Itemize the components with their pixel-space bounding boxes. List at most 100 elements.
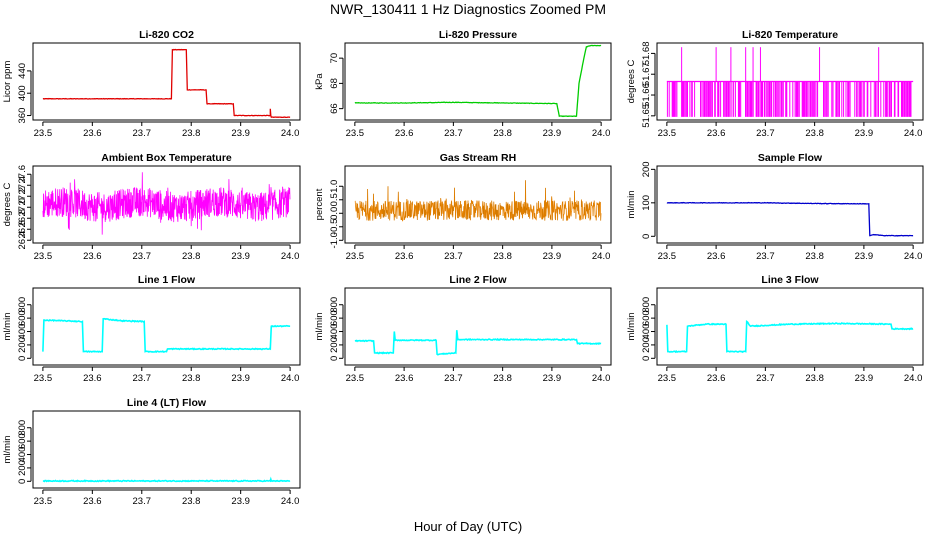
y-tick-label: 68 xyxy=(329,78,340,89)
x-tick-label: 23.6 xyxy=(707,251,726,262)
plot-frame xyxy=(32,287,301,366)
x-tick-label: 23.5 xyxy=(34,251,53,262)
y-axis-label: ml/min xyxy=(2,313,13,341)
series-line xyxy=(666,319,914,354)
x-tick-label: 24.0 xyxy=(281,373,300,384)
y-tick-label: 800 xyxy=(17,297,28,313)
x-tick-label: 23.5 xyxy=(658,251,677,262)
x-tick-label: 23.9 xyxy=(543,373,562,384)
x-tick-label: 23.9 xyxy=(231,128,250,139)
y-tick-label: 1.0 xyxy=(329,180,340,193)
x-tick-label: 23.7 xyxy=(756,251,775,262)
y-tick-label: 51.66 xyxy=(641,83,652,107)
x-tick-label: 23.6 xyxy=(707,373,726,384)
chart-panel-7: Line 1 Flow 23.5 23.6 23.7 23.8 23.9 24.0 0 2004… xyxy=(2,274,301,384)
y-tick-label: 66 xyxy=(329,103,340,114)
plot-frame xyxy=(32,410,301,489)
x-tick-label: 23.8 xyxy=(182,128,201,139)
y-tick-label: 400 xyxy=(329,324,340,340)
x-tick-label: 23.9 xyxy=(543,128,562,139)
y-tick-label: 400 xyxy=(17,447,28,463)
x-tick-label: 23.8 xyxy=(493,251,512,262)
x-tick-label: 24.0 xyxy=(281,251,300,262)
y-tick-label: 0 xyxy=(641,356,652,361)
x-tick-label: 23.7 xyxy=(133,373,152,384)
x-tick-label: 24.0 xyxy=(592,373,611,384)
y-axis-label: percent xyxy=(314,188,325,220)
x-tick-label: 23.8 xyxy=(805,128,824,139)
plot-frame xyxy=(344,165,612,244)
y-axis-label: Licor ppm xyxy=(2,61,13,103)
y-tick-label: 51.67 xyxy=(641,62,652,86)
y-tick-label: 600 xyxy=(17,433,28,449)
y-axis-label: ml/min xyxy=(626,191,637,219)
x-tick-label: 24.0 xyxy=(281,496,300,507)
y-tick-label: 27.2 xyxy=(17,187,28,206)
x-tick-label: 23.6 xyxy=(83,251,102,262)
x-tick-label: 23.5 xyxy=(34,128,53,139)
y-tick-label: 800 xyxy=(17,420,28,436)
x-tick-label: 23.9 xyxy=(855,373,874,384)
y-tick-label: 0 xyxy=(641,234,652,239)
x-tick-label: 24.0 xyxy=(904,128,923,139)
x-tick-label: 23.6 xyxy=(395,251,414,262)
x-tick-label: 23.8 xyxy=(805,373,824,384)
y-tick-label: 27.6 xyxy=(17,165,28,184)
y-axis-label: degrees C xyxy=(2,182,13,226)
x-tick-label: 23.5 xyxy=(34,373,53,384)
series-5 xyxy=(354,180,602,222)
series-9 xyxy=(666,319,914,354)
y-axis-label: ml/min xyxy=(2,436,13,464)
y-axis-label: ml/min xyxy=(314,313,325,341)
x-tick-label: 23.8 xyxy=(182,496,201,507)
x-tick-label: 23.5 xyxy=(346,128,365,139)
series-4 xyxy=(42,172,291,235)
y-axis-label: ml/min xyxy=(626,313,637,341)
y-tick-label: 400 xyxy=(641,324,652,340)
panel-title: Gas Stream RH xyxy=(440,152,516,164)
series-10 xyxy=(42,476,291,483)
x-tick-label: 23.6 xyxy=(83,128,102,139)
panel-title: Li-820 Temperature xyxy=(742,29,838,41)
plot-frame xyxy=(656,287,924,366)
series-6 xyxy=(666,201,914,237)
panel-title: Line 2 Flow xyxy=(449,274,507,286)
x-tick-label: 23.8 xyxy=(182,251,201,262)
y-axis-label: kPa xyxy=(314,73,325,90)
plot-frame xyxy=(32,165,301,244)
x-tick-label: 23.6 xyxy=(395,128,414,139)
x-tick-label: 23.9 xyxy=(543,251,562,262)
x-tick-label: 23.5 xyxy=(658,373,677,384)
x-tick-label: 23.7 xyxy=(133,496,152,507)
chart-panel-3: Li-820 Temperature 23.5 23.6 23.7 23.8 23.9 24… xyxy=(626,29,924,139)
plot-frame xyxy=(344,287,612,366)
y-tick-label: 200 xyxy=(641,161,652,177)
chart-panel-10: Line 4 (LT) Flow 23.5 23.6 23.7 23.8 23.9 24.0… xyxy=(2,397,301,507)
chart-panel-1: Li-820 CO2 23.5 23.6 23.7 23.8 23.9 24.0 360 400… xyxy=(2,29,301,139)
plot-frame xyxy=(32,42,301,121)
x-tick-label: 23.9 xyxy=(855,128,874,139)
x-tick-label: 23.8 xyxy=(182,373,201,384)
x-tick-label: 23.5 xyxy=(346,251,365,262)
chart-panel-9: Line 3 Flow 23.5 23.6 23.7 23.8 23.9 24.0 0 2004… xyxy=(626,274,924,384)
y-tick-label: 26.4 xyxy=(17,231,28,250)
y-tick-label: 400 xyxy=(17,85,28,101)
panel-title: Line 1 Flow xyxy=(138,274,196,286)
y-tick-label: 51.68 xyxy=(641,42,652,66)
x-tick-label: 23.7 xyxy=(444,373,463,384)
x-tick-label: 23.7 xyxy=(756,128,775,139)
panel-title: Line 4 (LT) Flow xyxy=(127,397,207,409)
y-tick-label: 70 xyxy=(329,53,340,64)
y-tick-label: 200 xyxy=(17,460,28,476)
y-tick-label: 27.4 xyxy=(17,176,28,195)
panel-title: Sample Flow xyxy=(758,152,823,164)
x-tick-label: 23.8 xyxy=(493,128,512,139)
x-tick-label: 23.6 xyxy=(707,128,726,139)
x-tick-label: 23.5 xyxy=(346,373,365,384)
y-tick-label: -0.5 xyxy=(329,219,340,235)
series-2 xyxy=(354,44,602,118)
panel-grid: Li-820 CO2 23.5 23.6 23.7 23.8 23.9 24.0 360 400… xyxy=(2,29,924,507)
y-tick-label: -1.0 xyxy=(329,232,340,248)
x-tick-label: 24.0 xyxy=(592,251,611,262)
